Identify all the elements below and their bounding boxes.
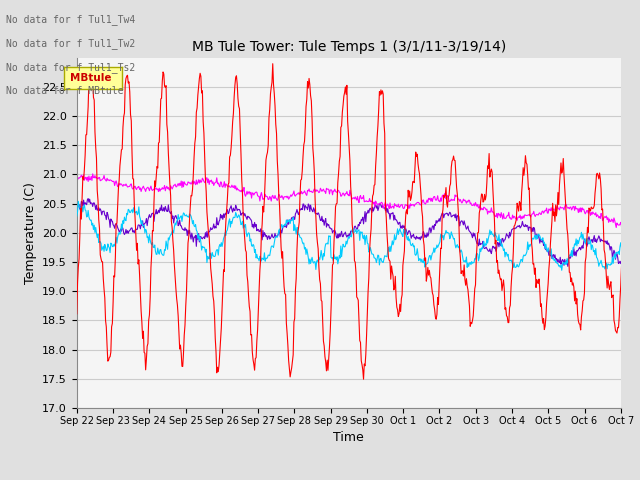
Title: MB Tule Tower: Tule Temps 1 (3/1/11-3/19/14): MB Tule Tower: Tule Temps 1 (3/1/11-3/19… bbox=[191, 40, 506, 54]
Text: MBtule: MBtule bbox=[70, 73, 111, 83]
Text: No data for f Tul1_Tw2: No data for f Tul1_Tw2 bbox=[6, 38, 136, 49]
X-axis label: Time: Time bbox=[333, 431, 364, 444]
Y-axis label: Temperature (C): Temperature (C) bbox=[24, 182, 36, 284]
Text: No data for f MBtule: No data for f MBtule bbox=[6, 86, 124, 96]
Text: No data for f Tul1_Tw4: No data for f Tul1_Tw4 bbox=[6, 14, 136, 25]
Text: No data for f Tul1_Ts2: No data for f Tul1_Ts2 bbox=[6, 62, 136, 73]
